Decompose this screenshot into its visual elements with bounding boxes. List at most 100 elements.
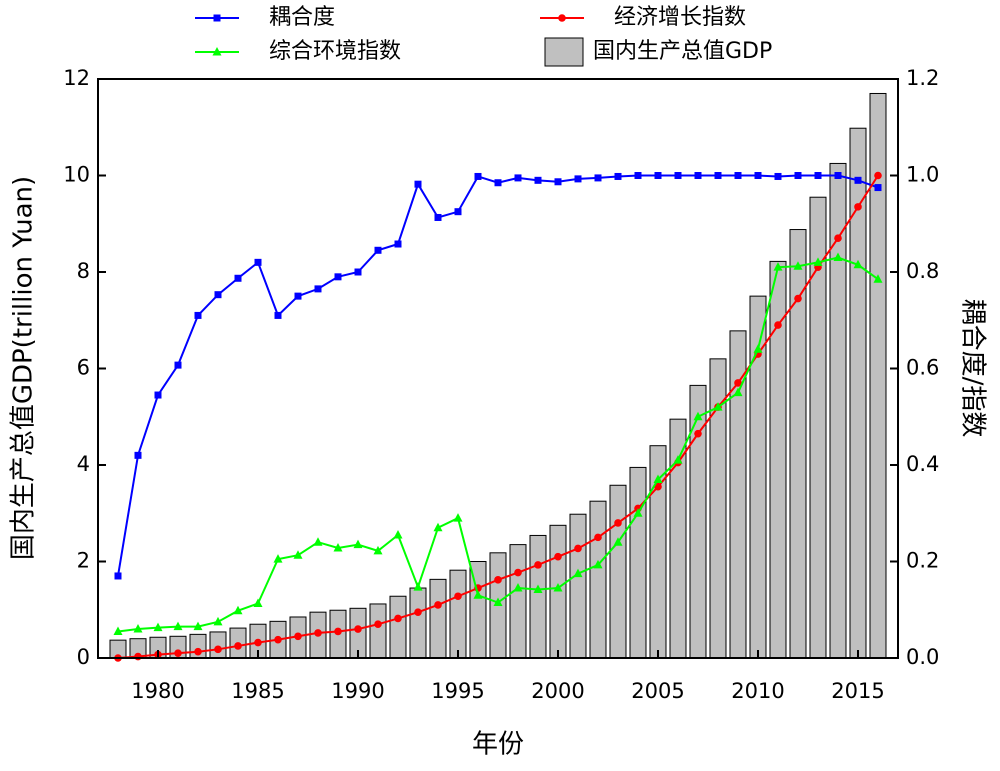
marker (834, 172, 842, 179)
marker (194, 311, 202, 319)
x-tick-label: 1980 (131, 679, 184, 703)
marker (213, 616, 223, 626)
marker (133, 624, 143, 633)
marker (753, 344, 763, 353)
marker (273, 554, 283, 563)
marker (433, 522, 443, 532)
marker (214, 291, 222, 299)
y2-tick-label: 1.2 (906, 66, 939, 90)
marker (493, 597, 503, 607)
marker (274, 635, 282, 644)
x-tick-label: 2010 (731, 679, 784, 703)
x-tick-label: 2005 (631, 679, 684, 703)
marker (773, 262, 783, 271)
marker (434, 213, 442, 221)
marker (274, 311, 282, 319)
marker (174, 649, 182, 657)
legend-item: 经济增长指数 (540, 5, 746, 30)
marker (193, 621, 203, 631)
marker (334, 627, 342, 636)
marker (874, 171, 882, 180)
x-tick-label: 2000 (531, 679, 584, 703)
marker (334, 273, 342, 281)
marker (614, 519, 622, 527)
marker (613, 537, 623, 546)
legend-label: 耦合度 (269, 5, 335, 30)
legend-item: 国内生产总值GDP (544, 37, 772, 67)
marker (873, 274, 883, 283)
marker (794, 294, 802, 303)
bar (509, 544, 527, 659)
marker (154, 391, 162, 399)
marker (874, 184, 882, 192)
legend-item: 综合环境指数 (195, 39, 401, 64)
marker (234, 274, 242, 282)
marker (733, 387, 743, 397)
marker (434, 601, 442, 609)
x-axis-label: 年份 (472, 730, 524, 760)
marker (614, 172, 622, 180)
marker (734, 379, 742, 387)
marker (234, 642, 242, 650)
y-tick-label: 10 (63, 163, 90, 187)
marker (834, 234, 842, 243)
marker (494, 576, 502, 584)
marker (654, 172, 662, 179)
marker (594, 533, 602, 542)
y-tick-label: 8 (77, 259, 90, 283)
marker (114, 572, 122, 580)
bar (409, 587, 427, 659)
marker (774, 172, 782, 180)
marker (734, 172, 742, 179)
marker (674, 172, 682, 179)
marker (254, 258, 262, 266)
marker (354, 625, 362, 633)
marker (354, 268, 362, 276)
bar (609, 484, 627, 659)
marker (453, 513, 463, 522)
marker (654, 482, 662, 491)
marker (293, 550, 303, 559)
legend-swatch (544, 37, 584, 67)
marker (394, 240, 402, 248)
marker (474, 172, 482, 180)
y-tick-label: 4 (77, 452, 90, 476)
bar (569, 513, 587, 659)
y2-tick-label: 0.6 (906, 356, 939, 380)
legend-label: 国内生产总值GDP (593, 39, 772, 64)
marker (633, 508, 643, 517)
y-tick-label: 2 (77, 549, 90, 573)
marker (794, 172, 802, 179)
legend-item: 耦合度 (195, 5, 335, 30)
marker (554, 552, 562, 561)
bar (629, 466, 647, 659)
marker (194, 647, 202, 656)
marker (693, 411, 703, 421)
bar (369, 603, 387, 659)
marker (233, 605, 243, 615)
bar (209, 631, 227, 659)
y2-tick-label: 1.0 (906, 163, 939, 187)
marker (854, 203, 862, 211)
marker (673, 455, 683, 464)
marker (414, 180, 422, 188)
marker (134, 451, 142, 459)
marker (393, 529, 403, 539)
marker (573, 568, 583, 578)
marker (694, 429, 702, 438)
marker (214, 645, 222, 654)
marker (333, 542, 343, 552)
marker (173, 621, 183, 631)
bar (789, 229, 807, 659)
y2-tick-label: 0.4 (906, 452, 939, 476)
y2-tick-label: 0.8 (906, 259, 939, 283)
x-tick-label: 1995 (431, 679, 484, 703)
marker (574, 544, 582, 553)
marker (394, 614, 402, 623)
y-tick-label: 0 (77, 645, 90, 669)
marker (558, 14, 566, 22)
marker (314, 285, 322, 293)
marker (374, 246, 382, 254)
marker (793, 261, 803, 270)
marker (534, 176, 542, 184)
